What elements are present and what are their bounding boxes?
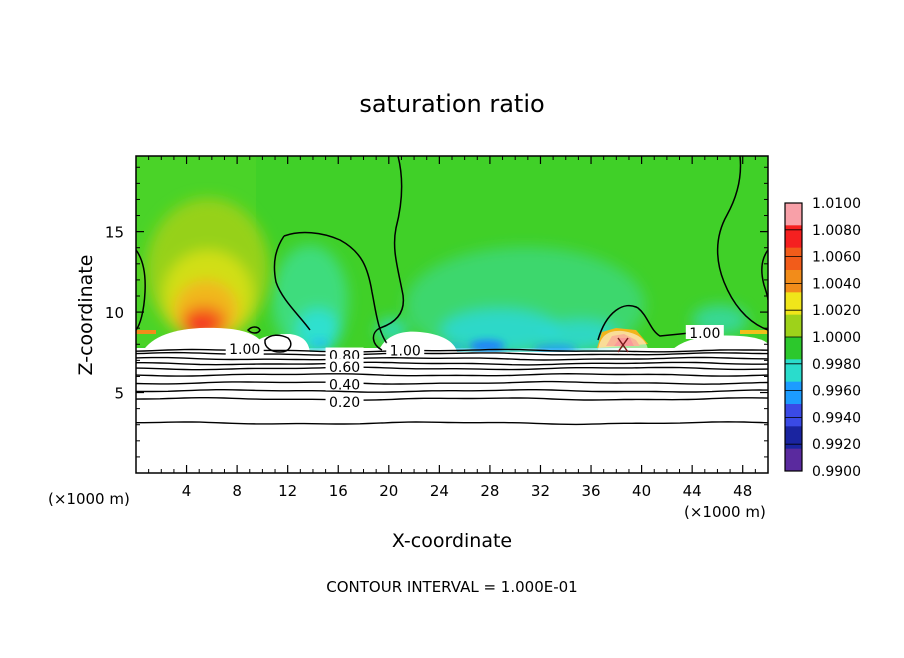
x-tick-label: 48	[733, 482, 752, 500]
colorbar-label: 0.9980	[812, 357, 861, 373]
x-axis-title: X-coordinate	[392, 530, 512, 552]
contour-line	[136, 421, 768, 426]
contour-label-bg	[325, 358, 364, 373]
colorbar-label: 1.0080	[812, 223, 861, 239]
y-tick-label: 5	[114, 385, 124, 403]
x-tick-label: 16	[329, 482, 348, 500]
x-unit-right: (×1000 m)	[684, 503, 766, 521]
x-tick-label: 20	[379, 482, 398, 500]
colorbar-label: 1.0000	[812, 330, 861, 346]
contour-label: 1.00	[689, 326, 720, 342]
plot-area	[136, 156, 768, 473]
colorbar-label: 1.0040	[812, 276, 861, 292]
contour-line	[136, 380, 768, 385]
y-tick-label: 15	[105, 224, 124, 242]
x-tick-label: 44	[683, 482, 702, 500]
contour-label: 0.40	[329, 377, 360, 393]
colorbar-swatch	[785, 448, 802, 472]
contour-label-bg	[325, 347, 364, 362]
colorbar-label: 1.0100	[812, 196, 861, 212]
contour-label: 1.00	[390, 344, 421, 360]
y-tick-label: 10	[105, 304, 124, 322]
contour-line	[136, 356, 768, 361]
colorbar-swatch	[785, 404, 802, 427]
colorbar-label: 1.0020	[812, 303, 861, 319]
contour-label-bg	[386, 342, 425, 357]
x-tick-label: 28	[480, 482, 499, 500]
colorbar-swatch	[785, 203, 802, 226]
contour-line	[136, 389, 768, 393]
x-tick-label: 8	[232, 482, 242, 500]
x-unit-left: (×1000 m)	[48, 490, 130, 508]
cloud-base-blob	[598, 330, 648, 350]
chart-title: saturation ratio	[359, 90, 544, 118]
contour-label: 0.60	[329, 360, 360, 376]
colorbar-swatch	[785, 270, 802, 293]
contour-label: 0.20	[329, 395, 360, 411]
colorbar-label: 1.0060	[812, 250, 861, 266]
contour-line	[136, 366, 768, 371]
colorbar-label: 0.9920	[812, 437, 861, 453]
x-tick-label: 4	[182, 482, 192, 500]
colorbar-swatch	[785, 314, 802, 338]
contour-labels: 1.00 1.001.000.800.600.400.20	[225, 325, 724, 411]
subsaturated-plumes	[272, 245, 748, 363]
contour-label-bg	[225, 341, 264, 356]
contour-lines	[136, 348, 768, 426]
x-tick-label: 40	[632, 482, 651, 500]
colorbar-swatch	[785, 359, 802, 383]
right-edge-band	[740, 330, 768, 334]
y-axis: 5 10 15	[105, 166, 768, 458]
colorbar-label: 0.9940	[812, 410, 861, 426]
supersaturated-updraft	[146, 198, 270, 342]
contour-line	[136, 361, 768, 366]
colorbar-swatch	[785, 337, 802, 360]
colorbar-swatch	[785, 426, 802, 450]
x-tick-label: 12	[278, 482, 297, 500]
contour-label-bg	[685, 325, 724, 340]
subcloud-layer	[136, 352, 768, 473]
contour-label-bg	[325, 394, 364, 409]
x-tick-label: 32	[531, 482, 550, 500]
contour-label-bg	[325, 376, 364, 391]
colorbar-label: 0.9900	[812, 464, 861, 480]
left-edge-band	[136, 330, 156, 334]
colorbar-swatch	[785, 247, 802, 271]
contour-label: 1.00	[229, 342, 260, 358]
colorbar-swatch	[785, 225, 802, 249]
colorbar: 1.0100 1.0080 1.0060 1.0040 1.0020 1.0000 0.99…	[784, 196, 861, 480]
x-tick-label: 36	[581, 482, 600, 500]
y-axis-title: Z-coordinate	[75, 255, 97, 376]
x-tick-label: 24	[430, 482, 449, 500]
colorbar-swatch	[785, 292, 802, 316]
x-axis: 4 8 12 16 20 24 28 32 36 40 44 48	[148, 156, 756, 500]
contour-line	[136, 397, 768, 401]
cloud-base-blob	[672, 335, 768, 352]
colorbar-swatch	[785, 381, 802, 405]
contour-interval-note: CONTOUR INTERVAL = 1.000E-01	[326, 578, 577, 596]
colorbar-label: 0.9960	[812, 384, 861, 400]
contour-line	[136, 372, 768, 377]
